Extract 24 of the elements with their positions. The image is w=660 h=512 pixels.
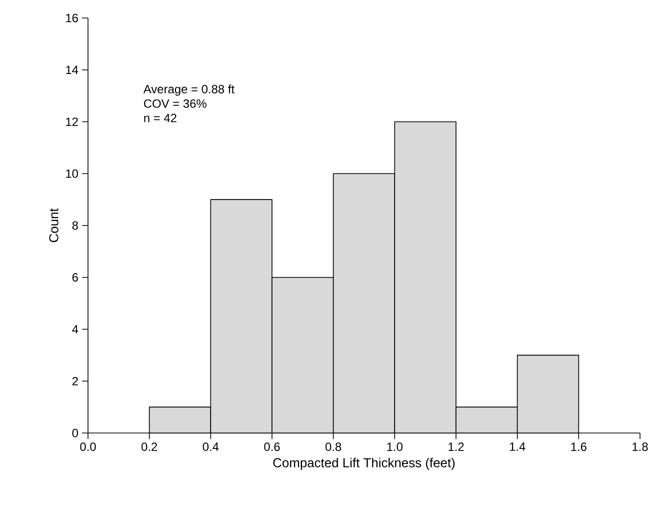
x-tick-label: 0.4 — [202, 442, 219, 451]
y-tick-label: 0 — [72, 428, 78, 438]
y-tick-label: 10 — [66, 169, 78, 178]
y-tick-label: 14 — [66, 66, 78, 74]
x-tick-label: 1.2 — [448, 442, 464, 451]
x-tick-label: 0.6 — [264, 442, 280, 451]
x-tick-label: 0.2 — [141, 442, 158, 451]
x-tick-label: 1.6 — [571, 442, 586, 451]
y-tick-label: 12 — [66, 118, 78, 126]
y-tick-label: 16 — [66, 14, 78, 22]
x-tick-label: 1.8 — [632, 442, 648, 451]
annotation: Average = 0.88 ft — [143, 84, 234, 96]
y-axis-title: Count — [49, 208, 58, 242]
annotation: COV = 36% — [144, 99, 206, 108]
x-tick-label: 1.0 — [387, 442, 403, 451]
annotation: n = 42 — [144, 114, 176, 122]
y-tick-label: 6 — [72, 273, 78, 282]
y-tick-label: 4 — [72, 325, 78, 334]
y-tick-label: 8 — [72, 221, 78, 230]
x-axis-title: Compacted Lift Thickness (feet) — [273, 458, 455, 470]
y-tick-label: 2 — [72, 376, 78, 386]
x-tick-label: 0.8 — [325, 442, 342, 451]
x-tick-label: 0.0 — [80, 442, 96, 451]
x-tick-label: 1.4 — [510, 442, 526, 451]
